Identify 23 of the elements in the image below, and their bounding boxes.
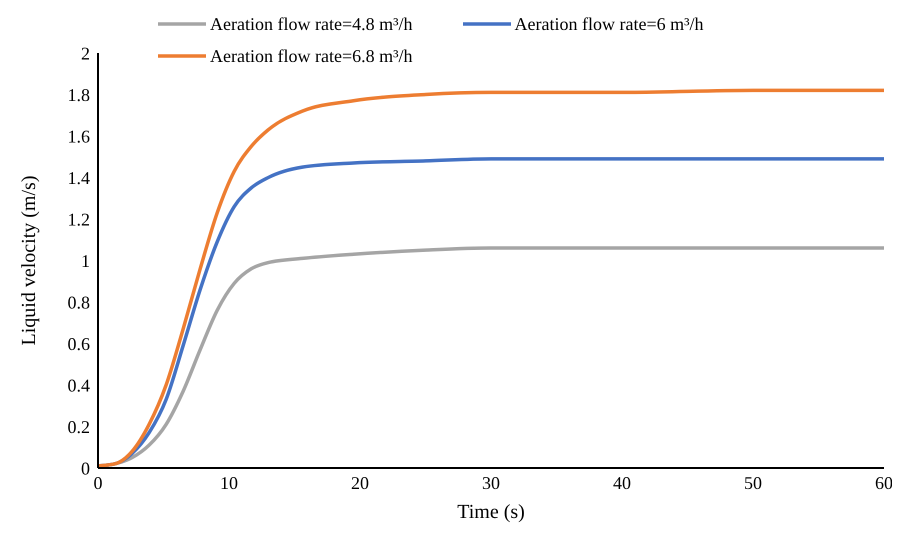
legend-label: Aeration flow rate=6 m³/h [514,13,704,36]
y-tick-label: 1.8 [68,84,90,105]
y-tick-label: 1.4 [68,168,90,188]
y-tick-label: 0.2 [68,416,90,437]
x-tick-label: 40 [613,472,631,493]
y-tick-label: 0 [81,458,90,478]
legend-label: Aeration flow rate=4.8 m³/h [210,13,412,36]
x-tick-label: 60 [875,472,893,493]
y-tick-label: 1 [81,250,90,271]
x-axis-title: Time (s) [457,501,525,523]
legend-label: Aeration flow rate=6.8 m³/h [210,45,412,68]
x-tick-label: 0 [94,472,102,493]
y-tick-label: 1.2 [68,209,90,230]
x-tick-label: 20 [351,472,369,493]
x-tick-label: 30 [482,472,500,493]
y-tick-label: 1.6 [68,126,90,146]
x-tick-label: 10 [220,472,238,493]
y-axis-title: Liquid velocity (m/s) [18,176,40,346]
y-tick-label: 0.8 [68,292,90,312]
y-tick-label: 0.4 [68,375,90,396]
y-tick-label: 2 [81,43,90,64]
y-tick-label: 0.6 [68,334,90,354]
x-tick-label: 50 [744,472,762,493]
